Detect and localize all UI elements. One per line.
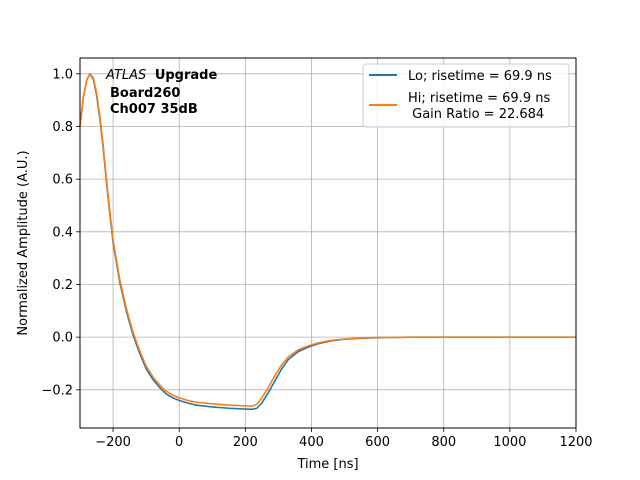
axis-ticks: −200 0 200 400 600 800 1000 1200 −0.2 0.0 0.2 0.4 0.… [41,67,592,450]
x-tick-label: 600 [365,435,390,450]
series-line-hi [79,73,576,407]
legend-box [362,63,570,128]
legend-label-hi-line: Gain Ratio = 22.684 [408,107,544,122]
plot-frame [79,57,577,429]
y-tick-label: −0.2 [41,383,73,398]
annotation-line-3: Ch007 35dB [110,102,198,117]
annotation-atlas: ATLAS [105,68,146,83]
legend-label-lo: Lo; risetime = 69.9 ns [408,69,552,84]
legend-label-hi-line: Hi; risetime = 69.9 ns [408,91,550,106]
x-tick-label: 200 [233,435,258,450]
annotation-upgrade: Upgrade [155,68,218,83]
x-tick-label: 1000 [493,435,526,450]
annotation: ATLAS Upgrade Board260 Ch007 35dB [105,68,217,117]
y-tick-label: 0.2 [52,278,73,293]
x-tick-label: 800 [431,435,456,450]
annotation-line-2: Board260 [110,86,180,101]
y-tick-label: 1.0 [52,67,73,82]
legend: Lo; risetime = 69.9 ns Hi; risetime = 69… [362,63,570,128]
x-tick-label: 0 [175,435,183,450]
series-lines [79,73,576,411]
y-tick-label: 0.8 [52,120,73,135]
annotation-line-1: ATLAS Upgrade [105,68,217,83]
legend-label-hi: Hi; risetime = 69.9 ns Gain Ratio = 22.6… [408,91,550,122]
x-axis-label: Time [ns] [296,457,358,472]
y-tick-label: 0.6 [52,173,73,188]
x-tick-label: −200 [95,435,131,450]
x-tick-label: 1200 [559,435,592,450]
x-tick-label: 400 [299,435,324,450]
y-tick-label: 0.4 [52,225,73,240]
y-axis-label: Normalized Amplitude (A.U.) [16,150,31,335]
y-tick-label: 0.0 [52,331,73,346]
